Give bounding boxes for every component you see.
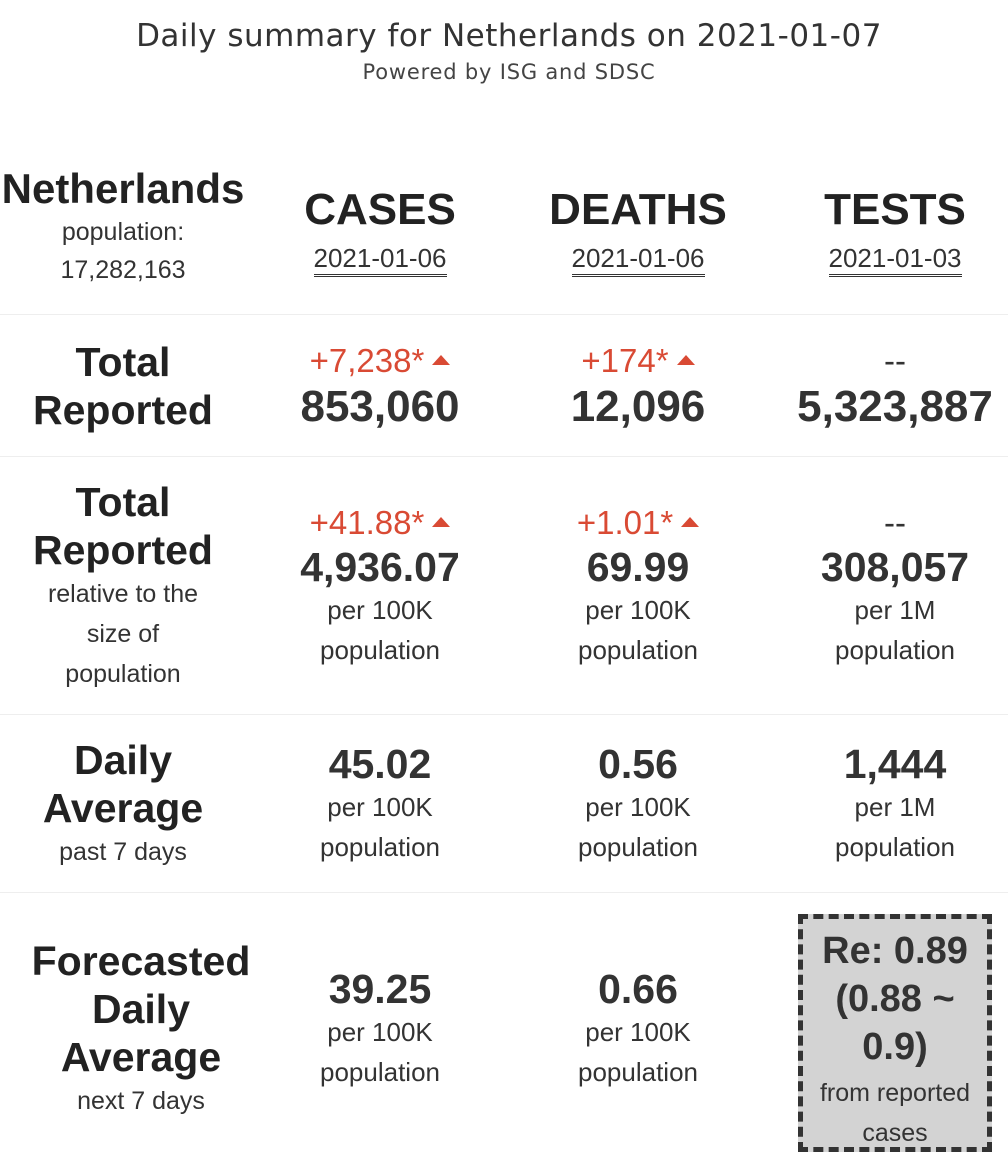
header-row: Netherlands population: 17,282,163 CASES… <box>0 155 1008 315</box>
row-label-forecast: Forecasted Daily Average next 7 days <box>31 937 251 1115</box>
triangle-up-icon <box>432 516 451 527</box>
triangle-up-icon <box>681 516 700 527</box>
cases-column-label: CASES <box>304 185 456 234</box>
deaths-relative-delta: +1.01* <box>577 502 700 544</box>
deaths-forecast-value: 0.66 <box>598 965 678 1012</box>
deaths-relative-value: 69.99 <box>586 543 690 590</box>
triangle-up-icon <box>676 354 695 365</box>
forecast-row: Forecasted Daily Average next 7 days 39.… <box>0 893 1008 1164</box>
cases-forecast-value: 39.25 <box>328 965 432 1012</box>
re-interval-start: (0.88 ~ <box>835 978 955 1020</box>
re-estimate-box: Re: 0.89 (0.88 ~ 0.9) from reported case… <box>798 914 992 1152</box>
tests-relative-delta: -- <box>884 503 906 541</box>
deaths-daily-value: 0.56 <box>598 740 678 787</box>
deaths-delta: +174* <box>581 340 695 382</box>
country-cell: Netherlands population: 17,282,163 <box>0 155 246 314</box>
daily-cases-cell: 45.02 per 100K population <box>320 740 440 862</box>
row-label-relative: Total Reported relative to the size of p… <box>33 478 213 688</box>
re-source-line1: from reported <box>819 1079 971 1107</box>
page-subtitle: Powered by ISG and SDSC <box>362 60 656 84</box>
population-label: population: <box>61 218 185 246</box>
tests-daily-value: 1,444 <box>843 740 947 787</box>
deaths-column-label: DEATHS <box>549 185 727 234</box>
daily-average-row: Daily Average past 7 days 45.02 per 100K… <box>0 715 1008 893</box>
cases-relative-value: 4,936.07 <box>300 543 460 590</box>
cases-delta: +7,238* <box>310 340 451 382</box>
re-interval-end: 0.9) <box>862 1026 928 1068</box>
page-title: Daily summary for Netherlands on 2021-01… <box>136 18 882 54</box>
tests-date-link[interactable]: 2021-01-03 <box>828 243 962 277</box>
total-cases-cell: +7,238* 853,060 <box>251 315 509 456</box>
deaths-total-value: 12,096 <box>570 381 706 431</box>
total-tests-cell: -- 5,323,887 <box>767 315 1008 456</box>
re-value: Re: 0.89 <box>822 930 968 972</box>
tests-total-value: 5,323,887 <box>797 381 993 431</box>
relative-deaths-cell: +1.01* 69.99 per 100K population <box>576 502 700 665</box>
relative-cases-cell: +41.88* 4,936.07 per 100K population <box>300 502 460 665</box>
cases-daily-value: 45.02 <box>328 740 432 787</box>
triangle-up-icon <box>432 354 451 365</box>
tests-delta: -- <box>884 341 906 379</box>
relative-row: Total Reported relative to the size of p… <box>0 457 1008 715</box>
relative-tests-cell: -- 308,057 per 1M population <box>820 503 970 665</box>
total-deaths-cell: +174* 12,096 <box>509 315 767 456</box>
cases-relative-delta: +41.88* <box>310 502 451 544</box>
row-label-total-reported: Total Reported <box>33 338 213 433</box>
cases-total-value: 853,060 <box>300 381 460 431</box>
forecast-deaths-cell: 0.66 per 100K population <box>578 965 698 1087</box>
tests-column-label: TESTS <box>824 185 966 234</box>
daily-deaths-cell: 0.56 per 100K population <box>578 740 698 862</box>
cases-header: CASES 2021-01-06 <box>251 155 509 314</box>
deaths-header: DEATHS 2021-01-06 <box>509 155 767 314</box>
cases-date-link[interactable]: 2021-01-06 <box>313 243 447 277</box>
tests-header: TESTS 2021-01-03 <box>767 155 1008 314</box>
forecast-cases-cell: 39.25 per 100K population <box>320 965 440 1087</box>
daily-tests-cell: 1,444 per 1M population <box>835 740 955 862</box>
row-label-daily-average: Daily Average past 7 days <box>42 736 204 866</box>
tests-relative-value: 308,057 <box>820 543 970 590</box>
re-source-line2: cases <box>862 1119 928 1147</box>
country-name: Netherlands <box>1 165 245 212</box>
population-value: 17,282,163 <box>60 256 186 284</box>
total-reported-row: Total Reported +7,238* 853,060 +174* 12,… <box>0 315 1008 457</box>
deaths-date-link[interactable]: 2021-01-06 <box>571 243 705 277</box>
